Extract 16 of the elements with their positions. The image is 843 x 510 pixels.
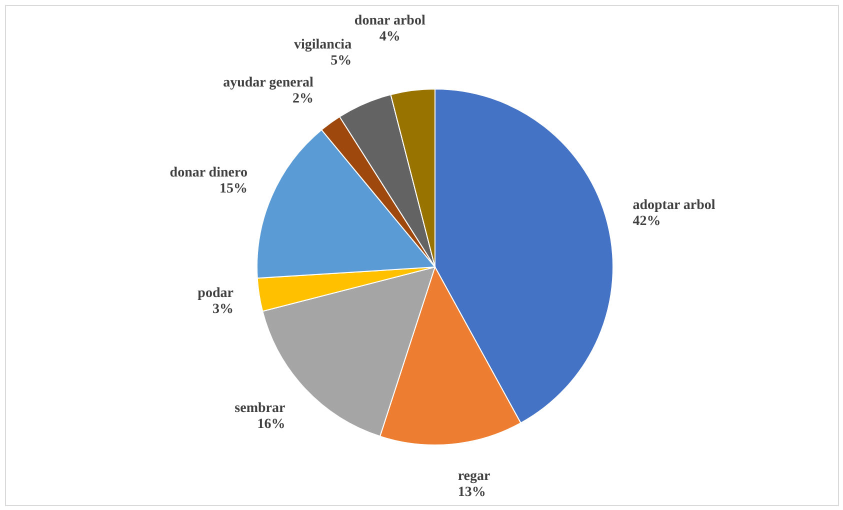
slice-label: donar dinero [170,165,248,180]
slice-label: adoptar arbol [632,198,716,213]
slice-label: sembrar [234,401,286,416]
data-label: 15% [219,181,248,196]
slice-label: regar [458,469,490,484]
data-label: 16% [257,417,286,432]
data-label: 3% [212,302,234,318]
slice-label: podar [198,286,234,302]
data-label: 2% [292,92,314,107]
data-label: 4% [379,30,400,45]
slice-label: donar arbol [354,14,426,29]
slice-label: vigilancia [294,38,352,53]
data-label: 5% [330,54,352,69]
slice-label: ayudar general [223,76,314,91]
data-label: 42% [632,214,661,229]
data-label: 13% [458,485,486,500]
